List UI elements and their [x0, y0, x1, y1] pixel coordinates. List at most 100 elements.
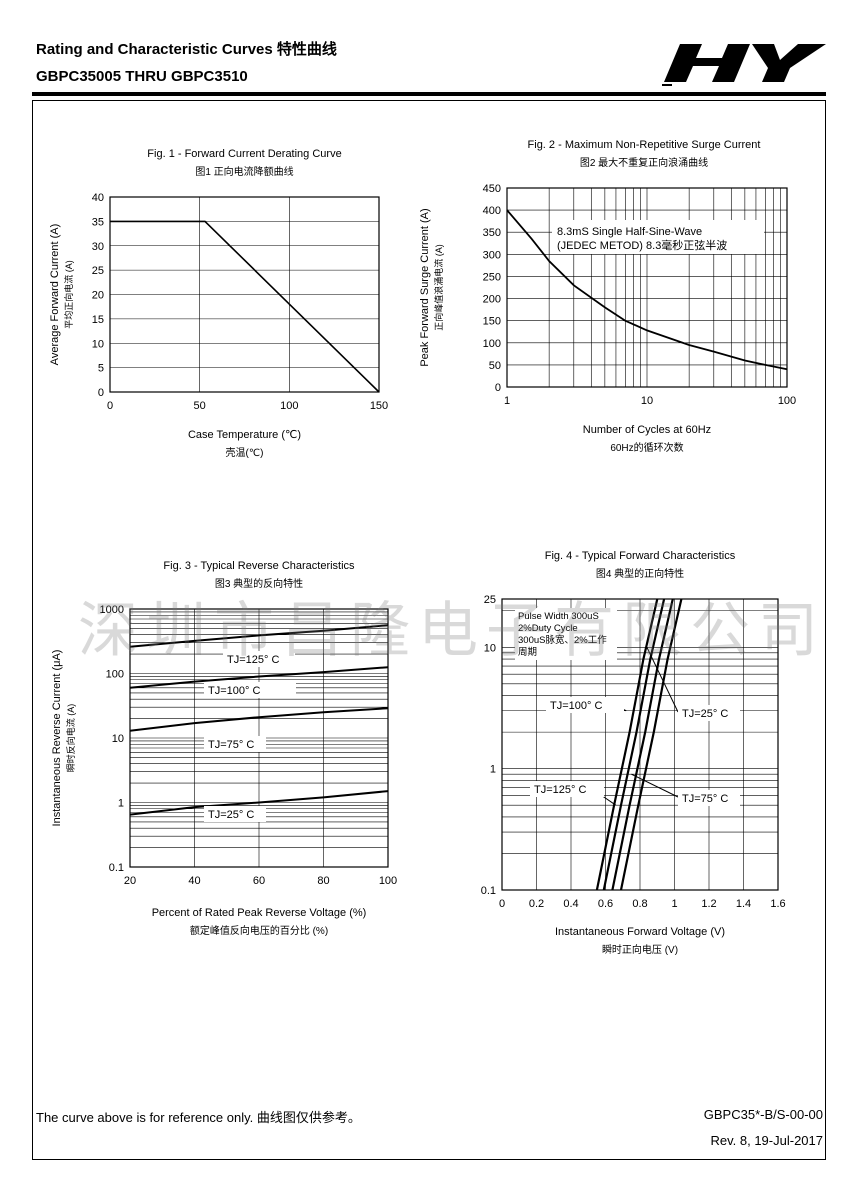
- fig2-title: Fig. 2 - Maximum Non-Repetitive Surge Cu…: [528, 139, 761, 151]
- fig4-x-tick-label: 0.2: [529, 898, 544, 910]
- fig1-x-tick-label: 50: [194, 400, 206, 412]
- fig4-1-label-bg: [546, 697, 624, 713]
- fig4-series-line: [595, 598, 659, 891]
- fig2-annotation-line2: (JEDEC METOD) 8.3毫秒正弦半波: [557, 238, 727, 252]
- fig3-series-line: [129, 624, 389, 648]
- fig3-0-series-label: TJ=125° C: [227, 654, 279, 666]
- header-rule: [32, 92, 826, 96]
- fig2-y-tick-label: 350: [483, 227, 501, 239]
- fig2-y-tick-label: 250: [483, 271, 501, 283]
- fig2-y-tick-label: 0: [495, 382, 501, 394]
- fig3-y-tick-label: 10: [112, 733, 124, 745]
- fig2-x-axis-label: Number of Cycles at 60Hz: [583, 424, 711, 436]
- fig1-y-tick-label: 30: [92, 241, 104, 253]
- fig1-plot-area: [109, 196, 380, 393]
- fig3-y-tick-label: 100: [106, 669, 124, 681]
- fig3-y-axis-label-cn: 瞬时反向电流 (A): [65, 704, 76, 773]
- fig3-0-label-bg: [223, 651, 295, 667]
- fig4-y-tick-label: 0.1: [481, 885, 496, 897]
- fig4-x-axis-label: Instantaneous Forward Voltage (V): [555, 926, 725, 938]
- fig4-series-line: [619, 598, 683, 891]
- footer-doc-id: GBPC35*-B/S-00-00: [703, 1107, 823, 1122]
- fig2-y-tick-label: 400: [483, 205, 501, 217]
- fig4-plot-area: [501, 598, 779, 891]
- fig2-y-tick-label: 50: [489, 360, 501, 372]
- fig4-x-axis-label-cn: 瞬时正向电压 (V): [602, 943, 678, 956]
- fig3-x-axis-label-cn: 额定峰值反向电压的百分比 (%): [190, 924, 328, 937]
- fig1-series-line: [110, 220, 380, 393]
- fig2-y-axis-label: Peak Forward Surge Current (A): [419, 208, 431, 366]
- fig3-chart: Fig. 3 - Typical Reverse Characteristics…: [51, 560, 397, 937]
- fig4-x-tick-label: 0.6: [598, 898, 613, 910]
- fig1-x-tick-label: 0: [107, 400, 113, 412]
- fig3-2-label-bg: [204, 736, 266, 752]
- fig4-2-series-label: TJ=75° C: [682, 793, 728, 805]
- page-subtitle: GBPC35005 THRU GBPC3510: [36, 68, 248, 85]
- fig4-0-series-label: TJ=125° C: [534, 784, 586, 796]
- fig4-0-label-bg: [530, 781, 604, 797]
- fig2-subtitle: 图2 最大不重复正向浪涌曲线: [580, 156, 708, 169]
- fig1-y-tick-label: 10: [92, 338, 104, 350]
- fig2-y-tick-label: 200: [483, 294, 501, 306]
- fig4-annotation-line: 周期: [518, 647, 537, 658]
- fig2-y-tick-label: 300: [483, 249, 501, 261]
- footer-revision: Rev. 8, 19-Jul-2017: [710, 1133, 824, 1148]
- fig4-leader-line: [646, 647, 679, 713]
- fig4-annotation-line: 300uS脉宽、2%工作: [518, 634, 607, 646]
- fig4-y-tick-label: 25: [484, 594, 496, 606]
- fig3-series-line: [129, 666, 389, 689]
- fig1-y-tick-label: 0: [98, 387, 104, 399]
- fig1-x-tick-label: 150: [370, 400, 388, 412]
- fig4-x-tick-label: 1: [671, 898, 677, 910]
- fig1-y-tick-label: 5: [98, 363, 104, 375]
- fig3-1-label-bg: [204, 682, 296, 698]
- fig4-y-tick-label: 10: [484, 642, 496, 654]
- fig4-title: Fig. 4 - Typical Forward Characteristics: [545, 550, 736, 562]
- fig2-x-tick-label: 100: [778, 395, 796, 407]
- fig3-y-axis-label: Instantaneous Reverse Current (μA): [51, 650, 63, 827]
- fig3-3-series-label: TJ=25° C: [208, 809, 254, 821]
- fig2-annotation-line1: 8.3mS Single Half-Sine-Wave: [557, 226, 702, 238]
- fig4-x-tick-label: 0.8: [632, 898, 647, 910]
- fig1-subtitle: 图1 正向电流降额曲线: [195, 165, 293, 178]
- fig2-y-tick-label: 100: [483, 338, 501, 350]
- fig3-2-series-label: TJ=75° C: [208, 739, 254, 751]
- fig3-plot-area: [129, 608, 389, 868]
- fig3-x-tick-label: 20: [124, 875, 136, 887]
- fig2-y-tick-label: 150: [483, 316, 501, 328]
- brand-logo: [662, 44, 826, 86]
- fig2-annotation-bg: [552, 220, 764, 254]
- fig3-x-tick-label: 40: [188, 875, 200, 887]
- fig2-chart: Fig. 2 - Maximum Non-Repetitive Surge Cu…: [419, 139, 796, 454]
- fig2-x-tick-label: 10: [641, 395, 653, 407]
- fig4-series-line: [602, 598, 666, 891]
- fig3-x-axis-label: Percent of Rated Peak Reverse Voltage (%…: [152, 907, 367, 919]
- footer-note: The curve above is for reference only. 曲…: [36, 1110, 361, 1125]
- fig4-3-series-label: TJ=25° C: [682, 708, 728, 720]
- fig4-y-tick-label: 1: [490, 764, 496, 776]
- fig4-chart: Fig. 4 - Typical Forward Characteristics…: [481, 550, 786, 956]
- fig2-y-axis-label-cn: 正向峰值浪涌电流 (A): [433, 244, 444, 331]
- fig4-x-tick-label: 1.4: [736, 898, 751, 910]
- fig4-1-series-label: TJ=100° C: [550, 700, 602, 712]
- fig4-x-tick-label: 0: [499, 898, 505, 910]
- fig1-y-axis-label-cn: 平均正向电流 (A): [63, 260, 74, 329]
- fig1-chart: Fig. 1 - Forward Current Derating Curve 图…: [49, 148, 388, 459]
- fig3-x-tick-label: 80: [317, 875, 329, 887]
- fig3-3-label-bg: [204, 806, 266, 822]
- page-title: Rating and Characteristic Curves 特性曲线: [36, 41, 337, 58]
- fig1-y-tick-label: 25: [92, 265, 104, 277]
- fig4-2-label-bg: [678, 790, 740, 806]
- fig1-x-axis-label: Case Temperature (℃): [188, 429, 301, 441]
- fig3-y-tick-label: 0.1: [109, 862, 124, 874]
- fig1-y-tick-label: 35: [92, 216, 104, 228]
- fig3-y-tick-label: 1000: [100, 604, 124, 616]
- chart-frame: [32, 100, 826, 1160]
- fig2-x-tick-label: 1: [504, 395, 510, 407]
- fig2-plot-area: [506, 187, 788, 388]
- fig4-annotation-bg: [515, 608, 617, 660]
- fig1-y-axis-label: Average Forward Current (A): [49, 224, 61, 366]
- fig4-x-tick-label: 1.2: [701, 898, 716, 910]
- fig3-subtitle: 图3 典型的反向特性: [215, 577, 303, 590]
- fig4-3-label-bg: [678, 705, 740, 721]
